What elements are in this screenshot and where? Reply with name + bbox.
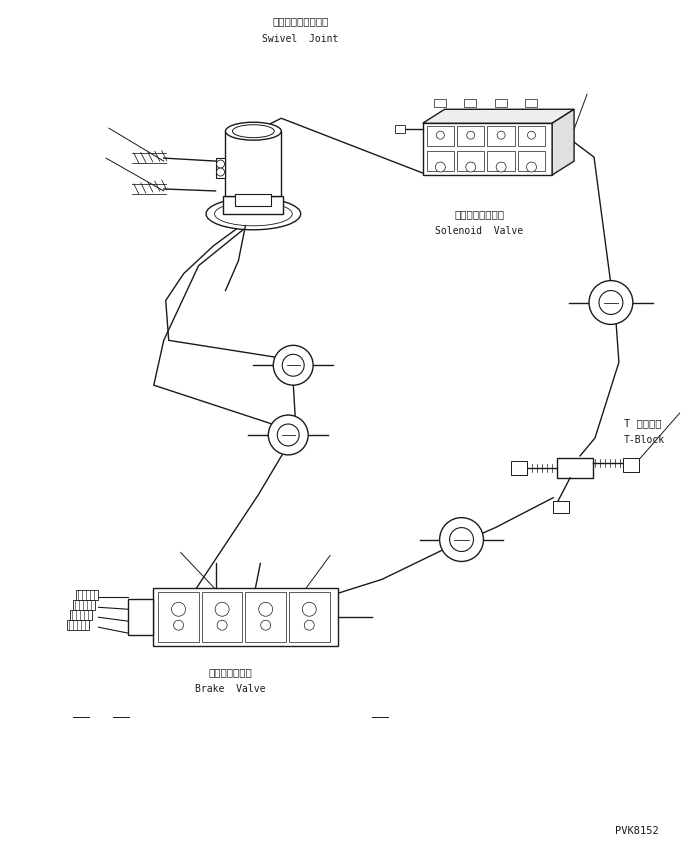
Circle shape bbox=[174, 620, 183, 630]
Text: T-Block: T-Block bbox=[624, 435, 665, 445]
Bar bbox=[518, 151, 545, 171]
Bar bbox=[487, 151, 515, 171]
Circle shape bbox=[439, 517, 484, 562]
Circle shape bbox=[435, 162, 446, 172]
Polygon shape bbox=[226, 131, 281, 196]
Ellipse shape bbox=[215, 202, 292, 226]
Circle shape bbox=[467, 131, 475, 139]
Circle shape bbox=[450, 528, 473, 551]
Bar bbox=[75, 590, 98, 600]
Bar bbox=[518, 127, 545, 146]
Polygon shape bbox=[224, 196, 283, 214]
Circle shape bbox=[282, 354, 304, 376]
Ellipse shape bbox=[206, 198, 301, 230]
Bar bbox=[487, 127, 515, 146]
Circle shape bbox=[217, 620, 227, 630]
Bar bbox=[457, 127, 484, 146]
Text: Brake  Valve: Brake Valve bbox=[195, 684, 266, 694]
Polygon shape bbox=[423, 123, 552, 175]
Circle shape bbox=[215, 602, 229, 616]
Circle shape bbox=[497, 131, 505, 139]
Circle shape bbox=[599, 291, 623, 315]
Bar bbox=[202, 593, 242, 642]
Circle shape bbox=[217, 168, 224, 176]
Bar bbox=[129, 599, 153, 635]
Polygon shape bbox=[552, 109, 574, 175]
Bar bbox=[153, 588, 338, 646]
Bar bbox=[464, 99, 476, 107]
Bar bbox=[73, 600, 95, 610]
Bar bbox=[457, 151, 484, 171]
Circle shape bbox=[273, 345, 313, 385]
Circle shape bbox=[302, 602, 316, 616]
Text: PVK8152: PVK8152 bbox=[615, 826, 659, 836]
Text: スイベルジョイント: スイベルジョイント bbox=[272, 16, 328, 27]
Polygon shape bbox=[215, 158, 226, 178]
Text: ソレノイドバルブ: ソレノイドバルブ bbox=[455, 209, 504, 219]
Text: Solenoid  Valve: Solenoid Valve bbox=[435, 226, 524, 236]
Bar bbox=[495, 99, 507, 107]
Bar bbox=[553, 501, 569, 513]
Circle shape bbox=[259, 602, 273, 616]
Circle shape bbox=[277, 424, 299, 446]
Bar bbox=[70, 610, 91, 620]
Bar bbox=[246, 593, 286, 642]
Bar bbox=[289, 593, 329, 642]
Circle shape bbox=[217, 160, 224, 168]
Bar bbox=[66, 620, 89, 630]
Polygon shape bbox=[423, 109, 574, 123]
Text: Swivel  Joint: Swivel Joint bbox=[262, 33, 338, 44]
Circle shape bbox=[466, 162, 475, 172]
Bar bbox=[434, 99, 446, 107]
Bar bbox=[427, 151, 454, 171]
Circle shape bbox=[496, 162, 506, 172]
Bar bbox=[525, 99, 537, 107]
Bar bbox=[395, 125, 405, 133]
Circle shape bbox=[172, 602, 185, 616]
Bar bbox=[623, 458, 639, 472]
Text: T ブロック: T ブロック bbox=[624, 418, 662, 428]
Circle shape bbox=[589, 280, 633, 324]
Bar bbox=[511, 461, 527, 475]
Ellipse shape bbox=[226, 122, 281, 140]
Circle shape bbox=[261, 620, 271, 630]
Text: ブレーキバルブ: ブレーキバルブ bbox=[208, 667, 253, 677]
Circle shape bbox=[527, 162, 536, 172]
Ellipse shape bbox=[233, 125, 274, 138]
Circle shape bbox=[268, 415, 308, 455]
Bar bbox=[158, 593, 199, 642]
Bar bbox=[427, 127, 454, 146]
Bar bbox=[557, 458, 593, 478]
Circle shape bbox=[437, 131, 444, 139]
Circle shape bbox=[527, 131, 536, 139]
Polygon shape bbox=[235, 194, 271, 206]
Circle shape bbox=[304, 620, 314, 630]
